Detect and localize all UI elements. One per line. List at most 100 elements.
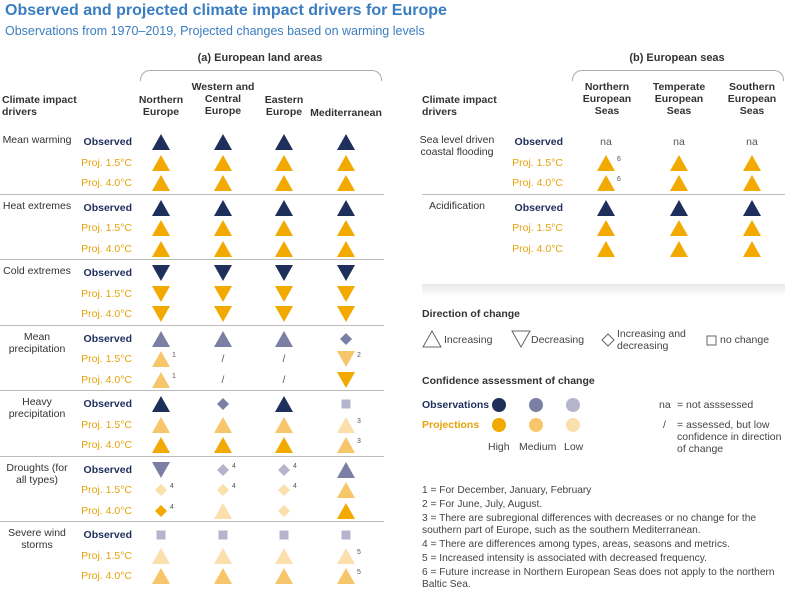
land-col-eastern-europe: Eastern Europe	[264, 94, 304, 118]
land-cell-decreasing-symbol	[205, 284, 241, 304]
land-cell-text: /	[282, 353, 286, 365]
land-cell-increasing-symbol	[328, 501, 364, 521]
footnotes: 1 = For December, January, February 2 = …	[422, 485, 782, 591]
land-cell-increasing-symbol: 1	[143, 349, 179, 369]
land-cell-decreasing-symbol	[328, 304, 364, 324]
seas-cell-increasing-symbol	[734, 239, 770, 259]
land-cell-increasing-symbol: 5	[328, 546, 364, 566]
land-row-label: Proj. 4.0°C	[81, 439, 132, 451]
legend-no-change-label: no change	[720, 334, 770, 346]
land-cell-no-change-symbol	[328, 394, 364, 414]
footnote-3: 3 = There are subregional differences wi…	[422, 513, 757, 536]
land-cell-footnote-ref: 1	[172, 372, 176, 380]
land-driver-label: Droughts (for all types)	[6, 461, 68, 486]
land-row-label: Proj. 1.5°C	[81, 418, 132, 431]
land-cell-increasing-symbol: 3	[328, 435, 364, 455]
land-row-label: Proj. 1.5°C	[81, 156, 132, 169]
land-group-separator	[0, 259, 384, 260]
seas-cell-increasing-symbol: 6	[588, 173, 624, 193]
land-cell-increasing-symbol	[266, 546, 302, 566]
seas-cell-increasing-symbol: 6	[588, 153, 624, 173]
land-cell-increasing-symbol	[205, 501, 241, 521]
seas-cell-increasing-symbol	[734, 153, 770, 173]
land-row-label: Observed	[83, 529, 132, 541]
legend-increasing-icon	[422, 329, 442, 353]
seas-row-label: Proj. 4.0°C	[512, 177, 563, 189]
dot-obs-high	[492, 398, 506, 412]
land-cell-increasing-symbol	[205, 173, 241, 193]
land-cell-increasing-symbol: 5	[328, 566, 364, 586]
land-cell-increasing-symbol	[143, 132, 179, 152]
land-cell-inc-dec-symbol	[266, 501, 302, 521]
seas-row-label: Proj. 4.0°C	[512, 242, 563, 255]
land-cell-footnote-ref: 3	[357, 438, 361, 445]
land-cell-decreasing-symbol	[266, 304, 302, 324]
legend-low-label: Low	[564, 441, 584, 453]
land-cell-inc-dec-symbol: 4	[205, 460, 241, 480]
land-panel-bracket	[140, 70, 382, 81]
land-cell-decreasing-symbol	[328, 263, 364, 283]
land-cell-increasing-symbol	[266, 173, 302, 193]
seas-cell-increasing-symbol	[734, 198, 770, 218]
land-cell-decreasing-symbol	[328, 284, 364, 304]
seas-cell-increasing-symbol	[661, 239, 697, 259]
land-cell-inc-dec-symbol: 4	[266, 460, 302, 480]
land-row-label: Proj. 4.0°C	[81, 570, 132, 582]
land-cell-increasing-symbol	[143, 239, 179, 259]
land-cell-decreasing-symbol	[143, 460, 179, 480]
seas-cell-text: na	[673, 136, 685, 148]
land-cell-increasing-symbol	[205, 329, 241, 349]
land-cell-increasing-symbol	[143, 198, 179, 218]
land-cell-footnote-ref: 4	[170, 483, 174, 490]
legend-slash-text: = assessed, but low confidence in direct…	[677, 419, 782, 455]
land-cell-increasing-symbol	[328, 239, 364, 259]
seas-cell-increasing-symbol	[661, 218, 697, 238]
land-cell-increasing-symbol	[328, 480, 364, 500]
land-driver-label: Heavy precipitation	[8, 396, 66, 420]
land-cell-increasing-symbol	[266, 153, 302, 173]
land-row-label: Proj. 4.0°C	[81, 177, 132, 189]
figure-title: Observed and projected climate impact dr…	[5, 2, 447, 19]
land-cell-footnote-ref: 2	[357, 352, 361, 359]
seas-row-label: Observed	[514, 136, 563, 148]
seas-cell-increasing-symbol	[588, 218, 624, 238]
seas-cell-increasing-symbol	[734, 173, 770, 193]
land-col-western-central-europe: Western and Central Europe	[191, 81, 255, 117]
land-cell-increasing-symbol	[266, 198, 302, 218]
land-cell-increasing-symbol	[205, 218, 241, 238]
seas-cell-text: na	[600, 136, 612, 148]
land-row-label: Proj. 1.5°C	[81, 549, 132, 562]
land-cell-increasing-symbol	[205, 546, 241, 566]
land-row-label: Proj. 1.5°C	[81, 484, 132, 496]
land-row-label: Proj. 4.0°C	[81, 373, 132, 386]
land-cell-footnote-ref: 3	[357, 417, 361, 425]
land-row-label: Proj. 1.5°C	[81, 287, 132, 300]
land-cell-increasing-symbol	[143, 153, 179, 173]
dot-proj-low	[566, 418, 580, 432]
footnote-1: 1 = For December, January, February	[422, 485, 592, 496]
land-cell-increasing-symbol	[205, 198, 241, 218]
seas-col-northern: Northern European Seas	[582, 81, 632, 117]
land-cell-increasing-symbol	[266, 394, 302, 414]
land-cell-increasing-symbol	[143, 394, 179, 414]
land-cell-increasing-symbol	[205, 435, 241, 455]
legend-na-text: = not asssessed	[677, 399, 754, 411]
land-row-label: Observed	[83, 267, 132, 279]
legend-confidence-title: Confidence assessment of change	[422, 375, 595, 387]
legend-no-change-icon	[706, 334, 718, 352]
seas-row-label: Proj. 1.5°C	[512, 222, 563, 234]
land-cell-text: /	[221, 373, 225, 386]
land-cell-increasing-symbol: 1	[143, 370, 179, 390]
land-driver-label: Mean precipitation	[8, 330, 66, 355]
land-cell-increasing-symbol	[143, 329, 179, 349]
land-cell-increasing-symbol	[328, 198, 364, 218]
seas-cell-increasing-symbol	[661, 153, 697, 173]
legend-inc-dec-icon	[601, 333, 615, 352]
land-cell-decreasing-symbol: 2	[328, 349, 364, 369]
land-driver-label: Mean warming	[2, 134, 72, 146]
footnote-6: 6 = Future increase in Northern European…	[422, 567, 775, 590]
seas-row-header: Climate impact drivers	[422, 94, 497, 118]
land-cell-text: /	[221, 353, 225, 365]
legend-confidence-dots	[490, 396, 585, 441]
land-cell-footnote-ref: 1	[172, 352, 176, 359]
